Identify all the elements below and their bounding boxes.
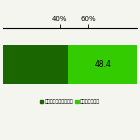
Bar	[68, 45, 137, 84]
Legend: どちらかと言えば好き, どちらかと言え: どちらかと言えば好き, どちらかと言え	[40, 99, 100, 104]
Bar	[3, 45, 68, 84]
Text: 48.4: 48.4	[94, 60, 111, 69]
